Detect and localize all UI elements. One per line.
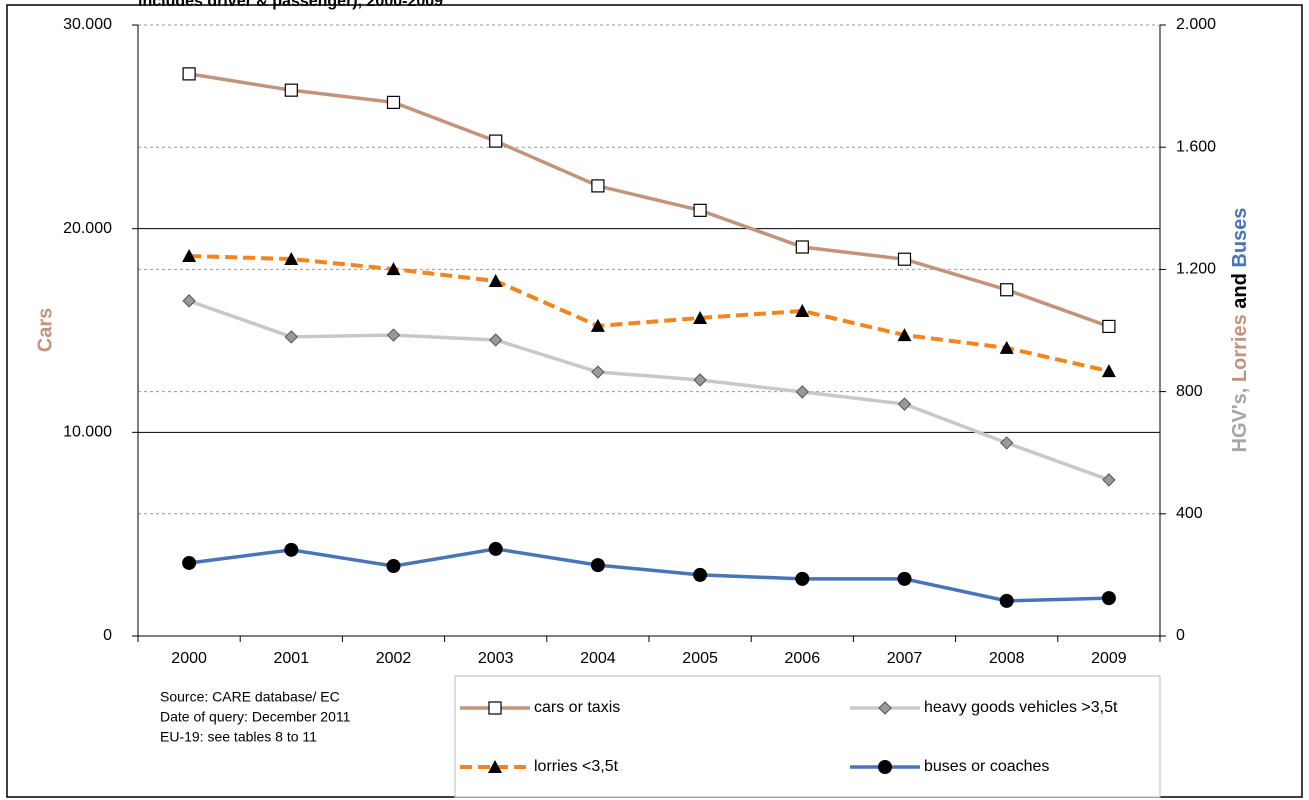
marker — [693, 373, 707, 387]
marker — [182, 248, 197, 262]
marker — [999, 436, 1014, 450]
marker — [897, 252, 912, 266]
marker — [1101, 591, 1116, 606]
y-tick-label: 10.000 — [63, 424, 112, 441]
series-line — [189, 253, 1110, 374]
y2-tick-label: 1.200 — [1176, 261, 1216, 278]
marker — [489, 134, 503, 148]
chart-title: includes driver & passenger), 2000-2009 — [138, 0, 443, 10]
marker — [1102, 473, 1116, 487]
y2-label-part: Buses — [1229, 208, 1251, 268]
y-tick-label: 20.000 — [63, 220, 112, 237]
legend-label: buses or coaches — [924, 758, 1049, 775]
x-tick-label: 2002 — [376, 650, 412, 667]
y2-tick-label: 0 — [1176, 627, 1185, 644]
y2-label-part: and — [1229, 273, 1251, 309]
series-line — [188, 72, 1110, 329]
marker — [488, 333, 503, 347]
legend-box — [454, 675, 1161, 798]
marker — [795, 303, 810, 317]
x-tick-label: 2004 — [580, 650, 616, 667]
marker — [693, 203, 707, 217]
y2-label-part: HGV's, — [1229, 388, 1251, 453]
y2-axis-label: HGV's, Lorries and Buses — [1229, 208, 1251, 453]
y2-tick-label: 400 — [1176, 505, 1203, 522]
marker — [488, 274, 503, 288]
source-note: EU-19: see tables 8 to 11 — [160, 729, 317, 745]
marker — [488, 541, 503, 556]
marker — [1000, 283, 1014, 297]
marker — [693, 567, 708, 582]
marker — [386, 328, 401, 342]
marker — [182, 67, 196, 81]
y2-tick-label: 800 — [1176, 383, 1203, 400]
marker — [386, 559, 401, 574]
marker — [1101, 364, 1116, 378]
x-tick-label: 2003 — [478, 650, 514, 667]
series-line — [188, 547, 1109, 603]
y-axis-label: Cars — [34, 308, 56, 352]
x-tick-label: 2007 — [887, 650, 923, 667]
marker — [591, 365, 605, 379]
marker — [284, 330, 299, 344]
x-tick-label: 2006 — [785, 650, 821, 667]
marker — [182, 555, 197, 570]
y2-label-part: Lorries — [1229, 314, 1251, 382]
y-tick-label: 30.000 — [63, 16, 112, 33]
marker — [182, 294, 196, 308]
source-note: Source: CARE database/ EC — [160, 689, 340, 705]
marker — [488, 760, 502, 773]
marker — [591, 179, 605, 193]
legend-label: heavy goods vehicles >3,5t — [924, 699, 1118, 716]
legend-label: lorries <3,5t — [534, 758, 619, 775]
frame — [6, 4, 1303, 798]
marker — [693, 310, 708, 324]
marker — [999, 593, 1014, 608]
marker — [284, 542, 299, 557]
y2-tick-label: 1.600 — [1176, 138, 1216, 155]
marker — [897, 397, 912, 411]
marker — [386, 262, 401, 276]
marker — [284, 83, 298, 97]
marker — [878, 701, 892, 715]
x-tick-label: 2001 — [274, 650, 310, 667]
marker — [999, 340, 1014, 354]
y2-tick-label: 2.000 — [1176, 16, 1216, 33]
source-note: Date of query: December 2011 — [160, 709, 351, 725]
marker — [1102, 319, 1116, 334]
marker — [386, 95, 401, 109]
y-tick-label: 0 — [103, 627, 112, 644]
marker — [795, 385, 810, 399]
legend-label: cars or taxis — [534, 699, 620, 716]
marker — [897, 328, 912, 342]
marker — [795, 571, 810, 586]
x-tick-label: 2008 — [989, 650, 1025, 667]
marker — [897, 571, 912, 586]
series-line — [188, 299, 1110, 482]
marker — [284, 252, 299, 266]
x-tick-label: 2000 — [171, 650, 207, 667]
marker — [590, 318, 605, 332]
x-tick-label: 2009 — [1091, 650, 1127, 667]
marker — [795, 240, 809, 254]
marker — [488, 701, 502, 715]
marker — [590, 558, 605, 573]
x-tick-label: 2005 — [682, 650, 718, 667]
marker — [878, 760, 892, 774]
